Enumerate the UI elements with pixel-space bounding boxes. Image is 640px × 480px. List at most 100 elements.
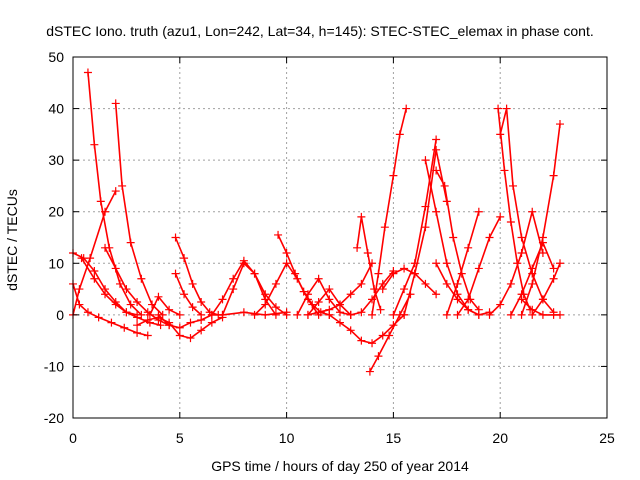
series-trace xyxy=(371,107,407,316)
data-point xyxy=(207,310,216,319)
data-point xyxy=(325,310,334,319)
data-point xyxy=(556,259,565,268)
data-point xyxy=(171,269,180,278)
grid-lines xyxy=(73,57,607,418)
data-point xyxy=(374,352,383,361)
series-38 xyxy=(528,259,565,319)
data-point xyxy=(197,326,206,335)
series-trace xyxy=(446,210,480,316)
data-point xyxy=(188,279,197,288)
data-point xyxy=(218,310,227,319)
data-point xyxy=(143,331,152,340)
data-point xyxy=(400,264,409,273)
data-point xyxy=(432,259,441,268)
data-point xyxy=(453,310,462,319)
data-point xyxy=(509,181,518,190)
data-point xyxy=(449,233,458,242)
data-point xyxy=(400,310,409,319)
data-point xyxy=(120,323,129,332)
series-trace xyxy=(328,314,405,344)
data-point xyxy=(346,290,355,299)
data-point xyxy=(126,238,135,247)
data-point xyxy=(186,318,195,327)
data-point xyxy=(538,295,547,304)
chart-title: dSTEC Iono. truth (azu1, Lon=242, Lat=34… xyxy=(46,23,593,39)
data-point xyxy=(175,310,184,319)
y-tick-label: 10 xyxy=(48,255,64,271)
data-point xyxy=(133,328,142,337)
data-point xyxy=(500,166,509,175)
data-point xyxy=(336,318,344,327)
data-point xyxy=(250,310,259,319)
data-point xyxy=(368,310,377,319)
data-point xyxy=(442,259,451,268)
data-point xyxy=(432,207,441,216)
data-point xyxy=(133,313,142,322)
data-point xyxy=(90,267,99,276)
series-31 xyxy=(453,212,505,319)
data-point xyxy=(299,287,308,296)
data-point xyxy=(556,120,565,129)
series-1 xyxy=(69,279,152,340)
data-point xyxy=(94,313,103,322)
data-point xyxy=(474,310,483,319)
series-trace xyxy=(149,296,181,316)
data-point xyxy=(96,197,105,206)
data-point xyxy=(538,233,547,242)
series-27 xyxy=(400,145,451,319)
series-35 xyxy=(485,207,547,319)
data-point xyxy=(282,259,291,268)
x-tick-label: 25 xyxy=(599,430,615,446)
data-point xyxy=(538,310,547,319)
data-point xyxy=(293,310,302,319)
data-point xyxy=(218,295,227,304)
series-trace xyxy=(174,236,219,316)
data-point xyxy=(282,310,291,319)
data-point xyxy=(346,310,355,319)
data-point xyxy=(303,310,312,319)
data-point xyxy=(137,274,146,283)
data-point xyxy=(137,310,146,319)
data-point xyxy=(271,310,280,319)
data-point xyxy=(250,269,259,278)
series-trace xyxy=(72,190,117,316)
series-trace xyxy=(381,267,437,295)
data-point xyxy=(271,279,280,288)
series-trace xyxy=(497,107,531,311)
data-point xyxy=(154,310,163,319)
data-point xyxy=(410,269,419,278)
data-point xyxy=(380,223,389,232)
data-point xyxy=(376,305,385,314)
data-point xyxy=(432,290,441,299)
data-point xyxy=(133,321,142,330)
y-tick-label: 40 xyxy=(48,101,64,117)
data-point xyxy=(432,145,441,154)
x-tick-label: 20 xyxy=(492,430,508,446)
data-point xyxy=(239,259,248,268)
series-25 xyxy=(378,264,441,299)
data-point xyxy=(549,264,558,273)
data-point xyxy=(528,264,537,273)
data-point xyxy=(325,295,334,304)
data-point xyxy=(101,207,110,216)
data-point xyxy=(77,254,86,263)
data-point xyxy=(506,218,515,227)
series-11 xyxy=(171,233,223,319)
series-20 xyxy=(325,310,409,348)
data-point xyxy=(442,310,451,319)
series-12 xyxy=(171,269,206,319)
data-series xyxy=(69,68,565,376)
data-point xyxy=(143,316,152,325)
series-trace xyxy=(296,278,352,316)
data-point xyxy=(126,300,135,309)
data-point xyxy=(421,223,430,232)
data-point xyxy=(86,254,95,263)
data-point xyxy=(517,248,526,257)
data-point xyxy=(402,104,411,113)
data-point xyxy=(485,310,494,319)
x-tick-label: 0 xyxy=(69,430,77,446)
data-point xyxy=(111,187,120,196)
data-point xyxy=(363,248,372,257)
data-point xyxy=(357,279,366,288)
data-point xyxy=(485,233,494,242)
